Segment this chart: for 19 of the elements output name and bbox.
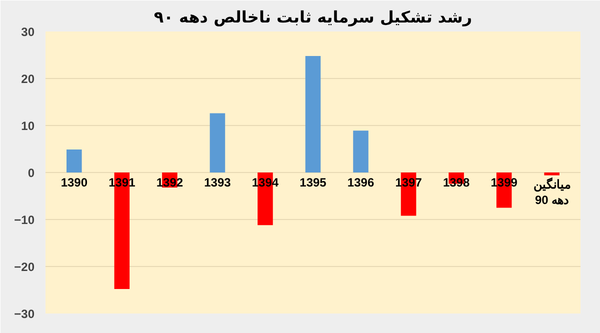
bar xyxy=(544,172,560,176)
bar xyxy=(353,130,368,172)
bar xyxy=(66,149,82,172)
x-tick-label: میانگین دهه 90 xyxy=(533,176,570,207)
y-tick-label: −10 xyxy=(14,213,35,227)
y-tick-label: 30 xyxy=(21,25,35,39)
y-tick-label: −30 xyxy=(14,307,35,321)
x-tick-label: 1395 xyxy=(300,176,327,190)
y-tick-label: 10 xyxy=(21,119,35,133)
x-tick-label: 1390 xyxy=(60,176,88,190)
x-tick-label: 1398 xyxy=(442,176,470,190)
chart-title: رشد تشکیل سرمایه ثابت ناخالص دهه ۹۰ xyxy=(154,8,472,26)
y-tick-label: 0 xyxy=(28,166,35,180)
y-tick-label: 20 xyxy=(21,72,35,86)
y-tick-label: −20 xyxy=(14,260,35,274)
x-tick-label: 1393 xyxy=(204,176,232,190)
bar xyxy=(210,113,226,172)
bar xyxy=(305,56,321,172)
x-tick-label: 1396 xyxy=(347,176,374,190)
